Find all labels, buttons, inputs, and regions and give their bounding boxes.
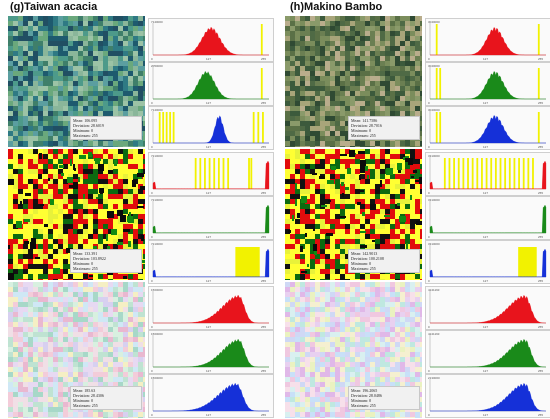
histogram: 3040000 0 127 255 [425,106,550,150]
panel-title-g: (g)Taiwan acacia [10,1,98,13]
stats-box: Mean: 185.63 Deviation: 28.4306 Minimum:… [70,386,142,410]
histogram: 4241193 0 127 255 [425,330,550,374]
stat-minimum: Minimum: 0 [73,398,94,403]
histogram: 2050000 0 127 255 [148,62,274,106]
stats-box: Mean: 106.095 Deviation: 28.6019 Minimum… [70,116,142,140]
stat-maximum: Maximum: 255 [351,403,376,408]
panel-makino-bambo: Mean: 141.7586 Deviation: 28.7016 Minimu… [285,16,550,418]
histogram: 4241193 0 127 255 [425,286,550,330]
stat-minimum: Minimum: 0 [351,261,372,266]
histogram: 3310000 0 127 255 [425,240,550,284]
stat-mean: Mean: 196.2065 [351,388,378,393]
classified-image-h [285,149,422,280]
histogram: 1560000 0 127 255 [148,374,274,418]
histogram: 1560000 0 127 255 [148,330,274,374]
histogram: 7210000 0 127 255 [148,196,274,240]
histogram: 7210000 0 127 255 [148,240,274,284]
stat-minimum: Minimum: 0 [351,128,372,133]
histogram: 7140000 0 127 255 [148,106,274,150]
stat-minimum: Minimum: 0 [73,261,94,266]
stat-deviation: Deviation: 103.8922 [73,256,106,261]
stat-mean: Mean: 185.63 [73,388,96,393]
stat-maximum: Maximum: 255 [73,133,98,138]
aerial-image-g [8,16,145,147]
stat-mean: Mean: 141.7586 [351,118,378,123]
stats-box: Mean: 133.391 Deviation: 103.8922 Minimu… [70,249,142,273]
stat-minimum: Minimum: 0 [351,398,372,403]
histogram: 1560000 0 127 255 [148,286,274,330]
histogram: 7210000 0 127 255 [148,152,274,196]
stat-deviation: Deviation: 28.7016 [351,123,382,128]
histogram: 3040000 0 127 255 [425,62,550,106]
stats-box: Mean: 196.2065 Deviation: 28.0486 Minimu… [348,386,420,410]
stat-maximum: Maximum: 255 [351,266,376,271]
histogram: 3310000 0 127 255 [425,196,550,240]
stats-box: Mean: 142.9013 Deviation: 100.2108 Minim… [348,249,420,273]
stat-deviation: Deviation: 28.4306 [73,393,104,398]
stat-mean: Mean: 142.9013 [351,251,378,256]
enhanced-image-g [8,282,145,418]
histogram: 2130000 0 127 255 [425,374,550,418]
stat-deviation: Deviation: 28.0486 [351,393,382,398]
stat-maximum: Maximum: 255 [73,266,98,271]
stat-deviation: Deviation: 28.6019 [73,123,104,128]
stat-deviation: Deviation: 100.2108 [351,256,384,261]
panel-taiwan-acacia: Mean: 106.095 Deviation: 28.6019 Minimum… [8,16,274,418]
histogram: 7140000 0 127 255 [148,18,274,62]
stats-box: Mean: 141.7586 Deviation: 28.7016 Minimu… [348,116,420,140]
stat-maximum: Maximum: 255 [73,403,98,408]
histogram: 3310000 0 127 255 [425,152,550,196]
histogram: 3040000 0 127 255 [425,18,550,62]
panel-title-h: (h)Makino Bambo [290,1,383,13]
stat-maximum: Maximum: 255 [351,133,376,138]
stat-mean: Mean: 106.095 [73,118,98,123]
stat-minimum: Minimum: 0 [73,128,94,133]
stat-mean: Mean: 133.391 [73,251,98,256]
